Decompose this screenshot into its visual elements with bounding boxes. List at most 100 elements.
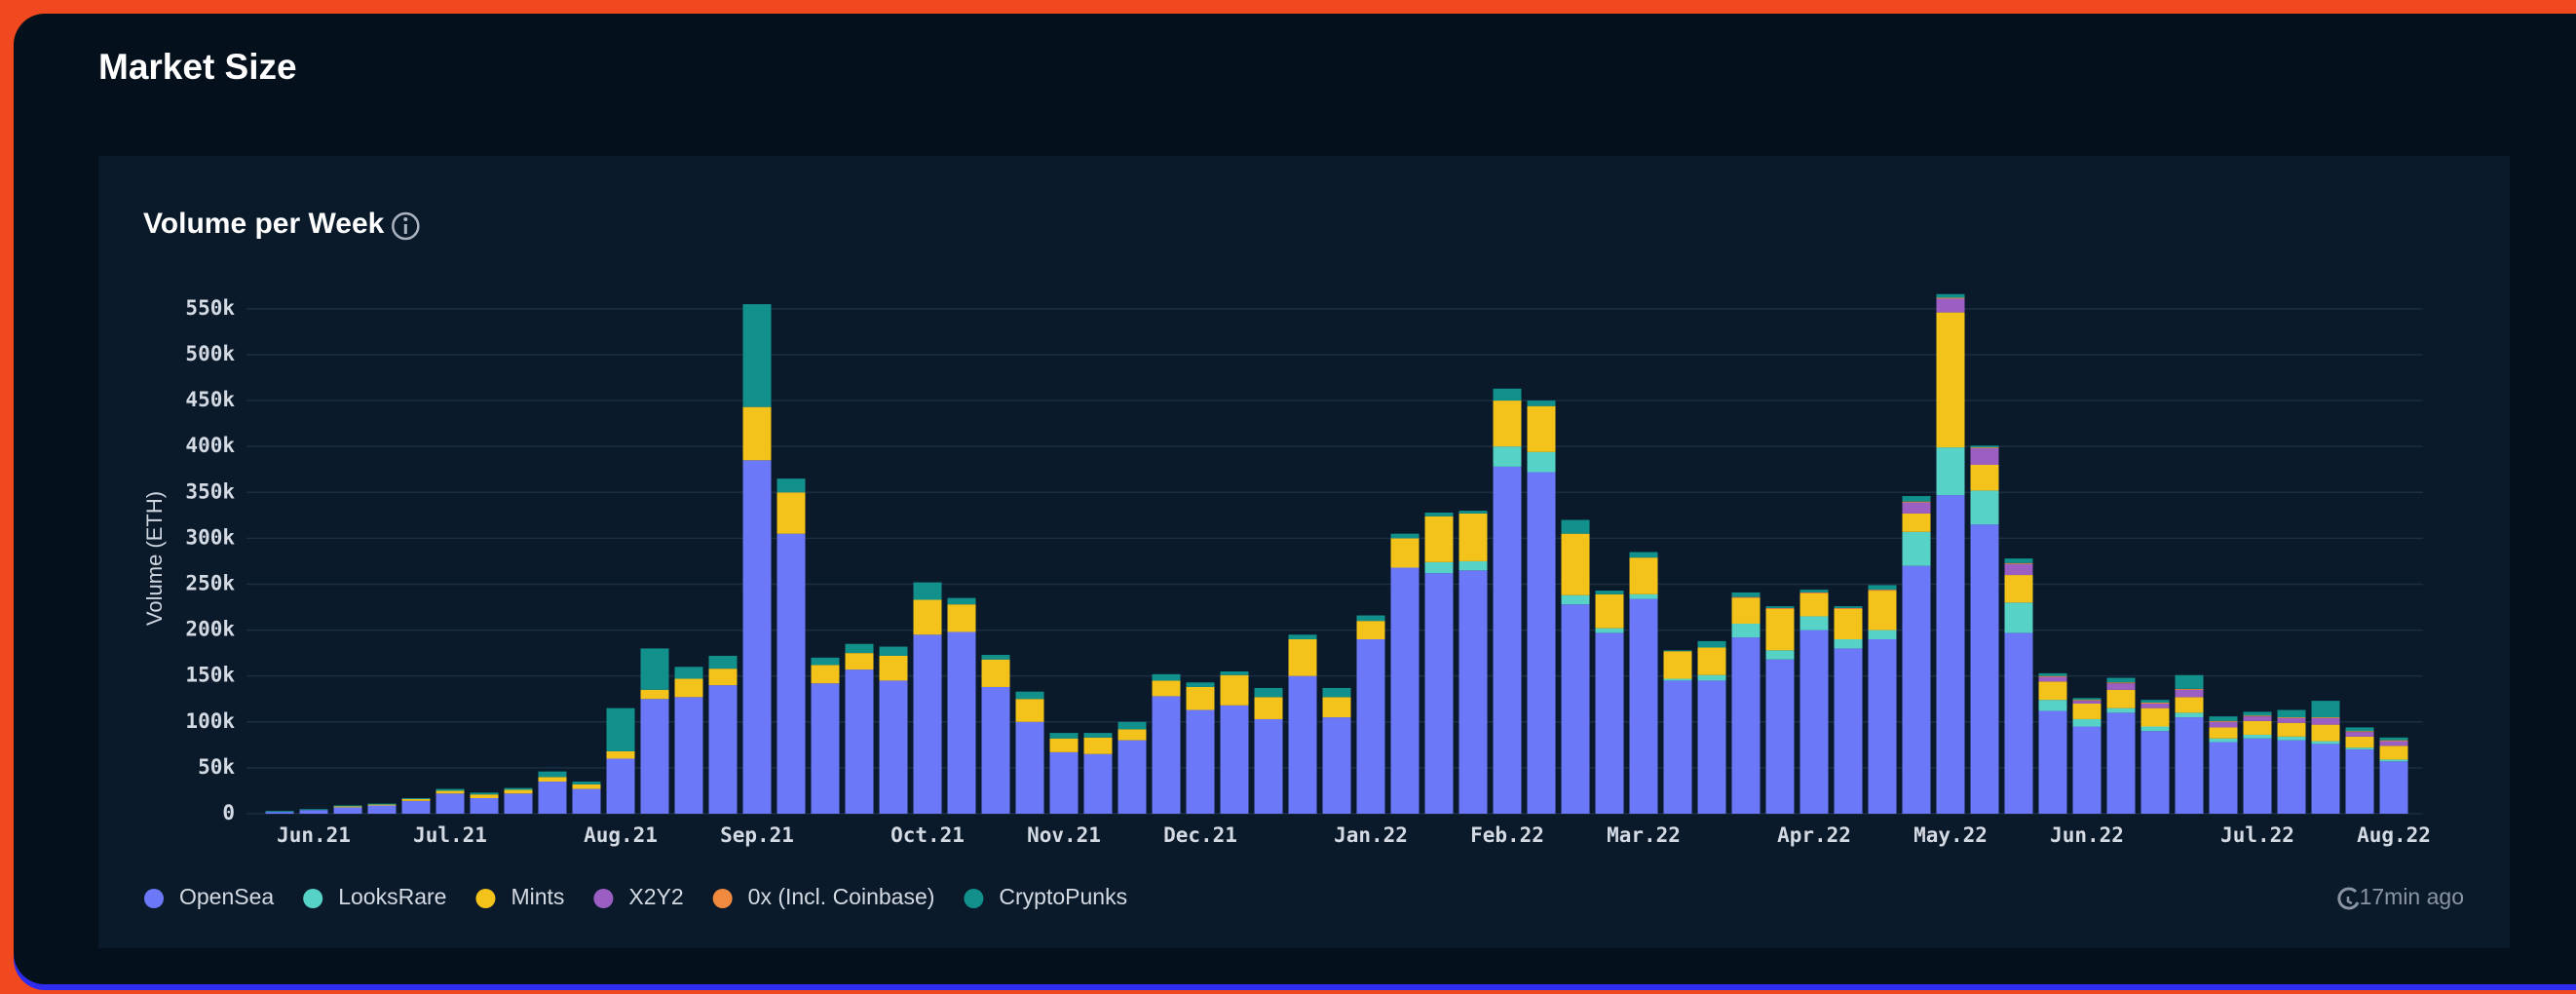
bar-segment [1356,639,1385,814]
bar-segment [1288,634,1317,639]
legend-swatch [475,889,496,908]
bar-segment [845,653,874,670]
legend-label: CryptoPunks [999,884,1127,909]
bar-segment [1458,511,1488,514]
bar-segment [1731,597,1761,624]
bar-segment [1799,616,1829,631]
bar-segment [1663,650,1692,652]
bar-segment [1254,718,1283,814]
info-icon[interactable] [392,211,420,241]
bar-segment [2140,700,2170,704]
bar-segment [2038,672,2067,676]
y-tick-label: 450k [185,388,235,411]
bar-segment [981,686,1010,814]
bar-segment [1595,591,1624,594]
bar-segment [1458,513,1488,561]
bar-segment [538,777,567,783]
bar-segment [1493,401,1522,447]
x-tick-label: Jul.21 [413,823,487,847]
bar-segment [1936,298,1965,313]
bar-segment [2209,742,2238,814]
bar-segment [2243,720,2272,735]
bar-segment [1083,733,1113,738]
bar-segment [2175,712,2204,718]
bar-segment [1561,604,1590,814]
bar-segment [2311,741,2340,745]
bar-segment [2311,717,2340,719]
bar-segment [1015,691,1044,700]
bar-segment [2379,759,2408,762]
legend-label: Mints [511,884,564,909]
legend-label: OpenSea [179,884,274,909]
bar-segment [1015,721,1044,814]
y-tick-label: 350k [185,479,235,503]
bar-segment [436,793,465,814]
bar-segment [1765,659,1795,814]
bar-segment [2209,727,2238,739]
bar-segment [333,806,362,808]
refresh-icon [2337,887,2360,910]
bar-segment [2106,707,2136,713]
bar-segment [436,788,465,791]
bar-segment [572,782,601,784]
bar-segment [1834,639,1863,649]
bar-segment [2038,675,2067,677]
bar-segment [2004,602,2033,633]
bar-segment [1902,502,1931,514]
bar-segment [2072,718,2102,727]
bar-segment [1322,717,1351,814]
bar-segment [572,784,601,789]
bar-segment [2379,746,2408,760]
bar-segment [1834,607,1863,609]
bar-segment [811,657,840,666]
x-tick-label: Dec.21 [1163,823,1237,847]
updated-label: 17min ago [2360,884,2464,909]
bar-segment [1868,585,1897,591]
y-tick-label: 50k [198,755,235,779]
bar-segment [436,790,465,794]
bar-segment [2209,716,2238,721]
bar-segment [2038,710,2067,814]
bar-segment [2038,700,2067,711]
bar-segment [1049,751,1079,814]
y-tick-label: 200k [185,618,235,641]
bar-segment [777,533,806,814]
bar-segment [2004,563,2033,576]
bar-segment [504,789,533,794]
bar-segment [2140,726,2170,732]
bar-segment [777,478,806,493]
bar-segment [742,460,772,814]
bar-segment [777,492,806,534]
bar-segment [2379,761,2408,814]
bar-segment [1697,640,1726,648]
bar-segment [606,750,635,759]
bar-segment [708,669,738,686]
bar-segment [879,680,908,814]
bar-segment [947,631,976,814]
bar-segment [1936,312,1965,448]
bar-segment [1083,737,1113,754]
bar-segment [1799,593,1829,617]
bar-segment [1765,608,1795,651]
info-dot [403,217,408,221]
bar-segment [2379,737,2408,741]
bar-segment [1186,682,1215,687]
bar-segment [2379,740,2408,742]
bar-segment [1152,673,1181,681]
bar-segment [1970,524,1999,814]
bar-segment [470,792,499,795]
x-tick-label: Jan.22 [1334,823,1408,847]
x-tick-label: Jun.22 [2050,823,2124,847]
bar-segment [1936,293,1965,298]
bar-segment [2072,703,2102,719]
bar-segment [1390,533,1420,539]
bar-segment [1868,630,1897,639]
bar-segment [1799,630,1829,814]
bar-segment [1288,639,1317,676]
bar-segment [1049,733,1079,739]
x-tick-label: Apr.22 [1777,823,1851,847]
bar-segment [742,406,772,461]
y-tick-label: 550k [185,296,235,320]
bar-segment [981,659,1010,687]
